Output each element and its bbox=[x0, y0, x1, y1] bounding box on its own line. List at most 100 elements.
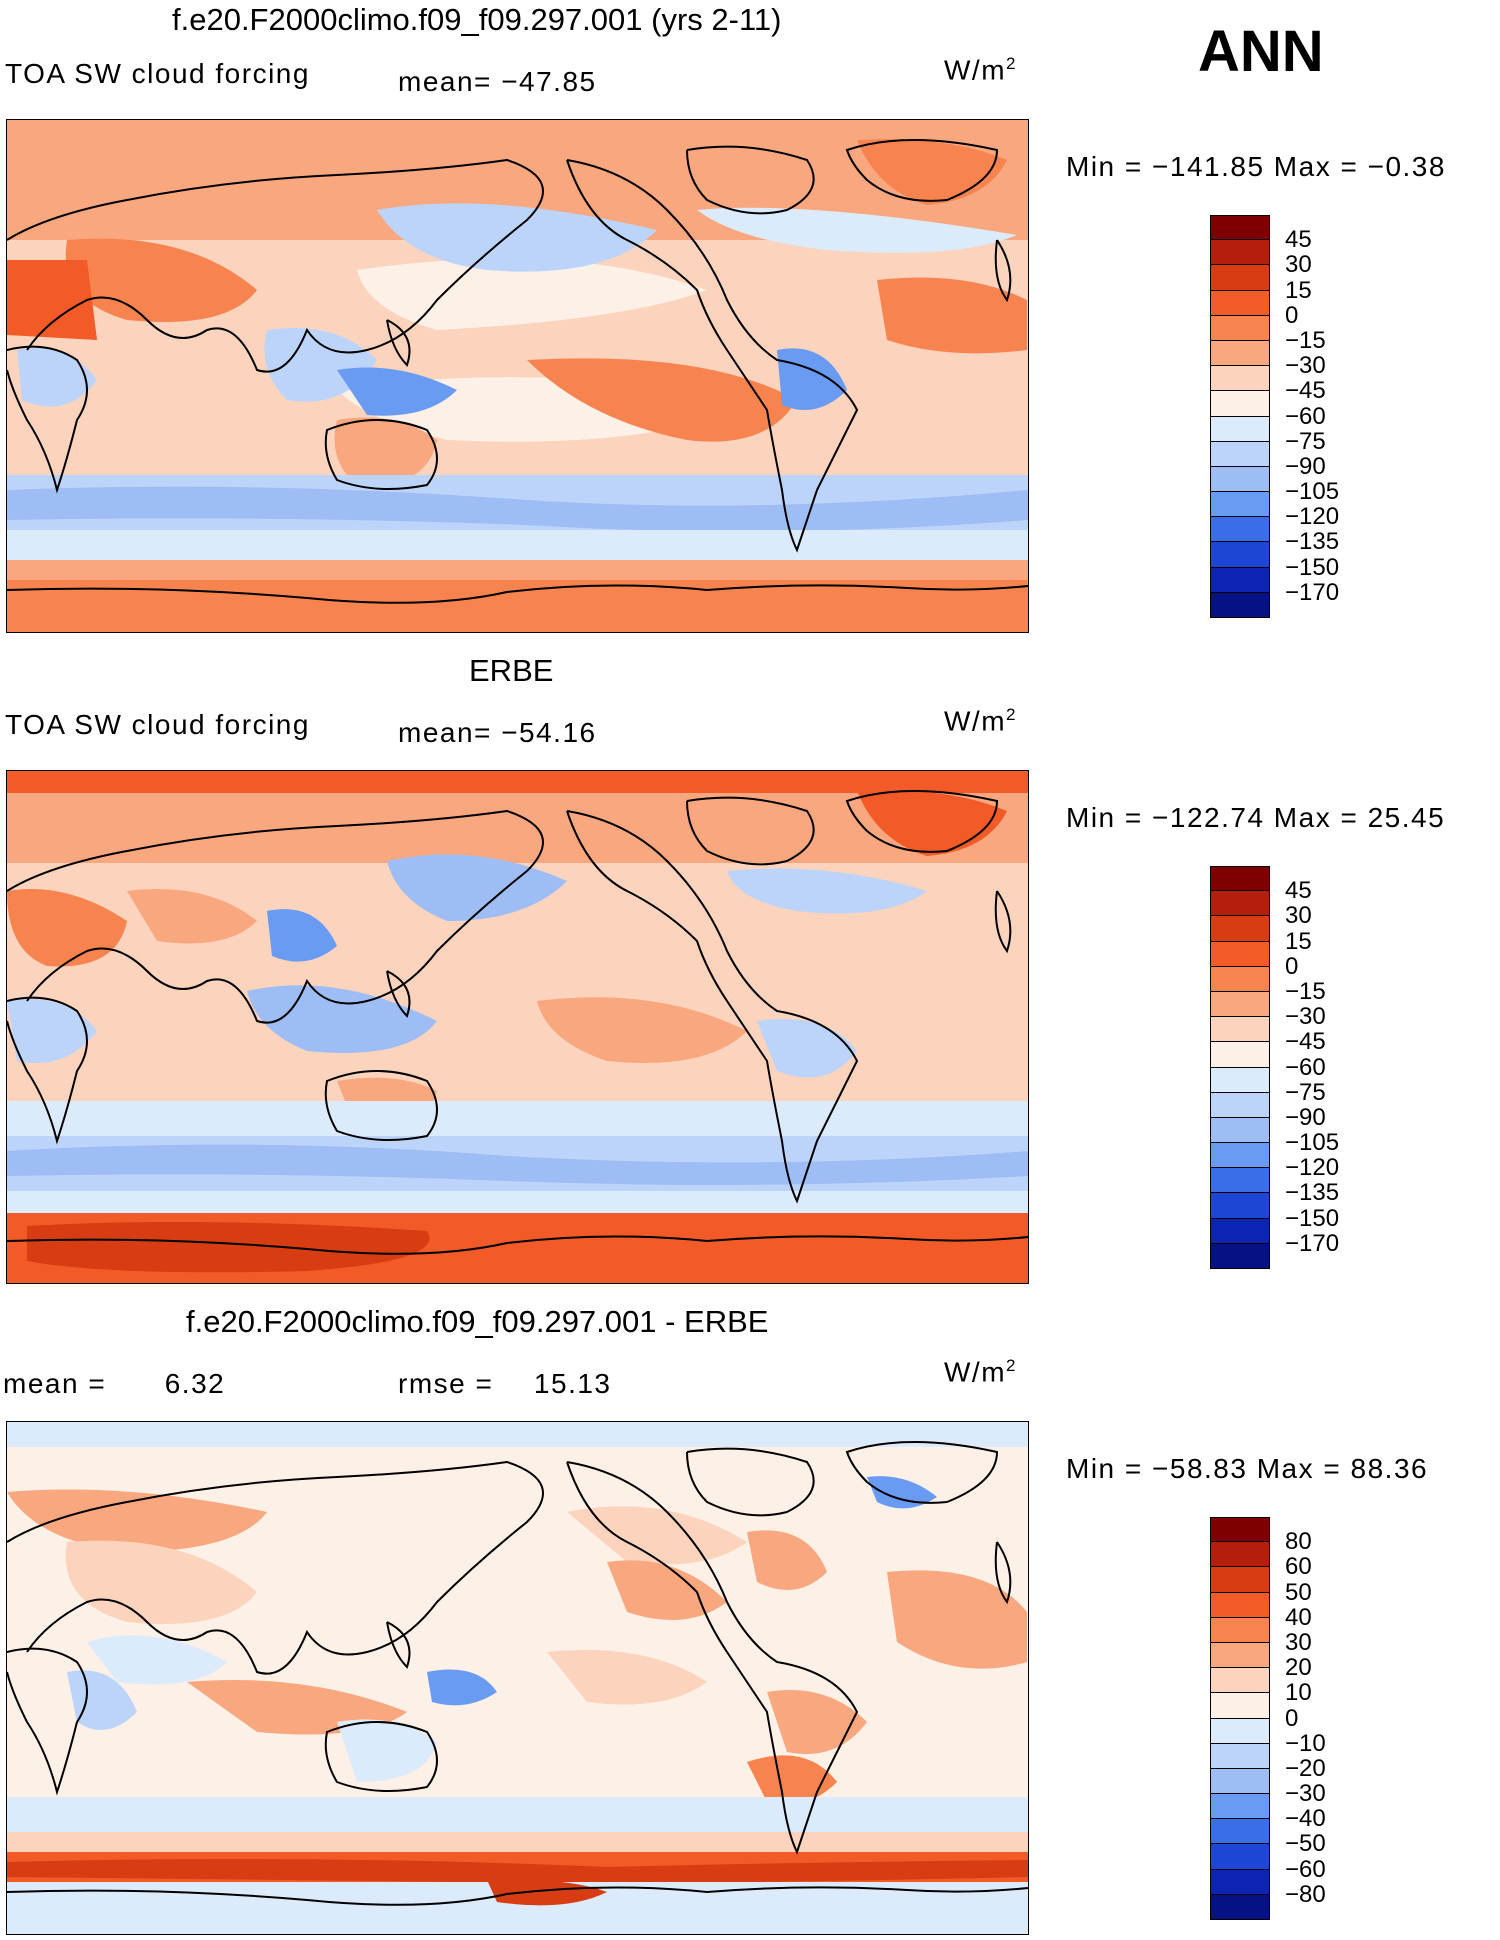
panel-1-units: W/m2 bbox=[944, 54, 1017, 86]
panel-1-map bbox=[6, 119, 1029, 633]
colorbar-swatch bbox=[1210, 1542, 1270, 1568]
colorbar-tick-label: 40 bbox=[1285, 1603, 1312, 1631]
colorbar-swatch bbox=[1210, 1768, 1270, 1795]
colorbar-tick-label: −30 bbox=[1285, 352, 1326, 380]
colorbar-swatch bbox=[1210, 567, 1270, 593]
colorbar-tick-label: 0 bbox=[1285, 301, 1299, 329]
colorbar-frame bbox=[1210, 866, 1270, 1269]
colorbar-swatch bbox=[1210, 1218, 1270, 1244]
colorbar-swatch bbox=[1210, 492, 1270, 518]
colorbar-tick-label: −90 bbox=[1285, 452, 1326, 480]
colorbar-swatch bbox=[1210, 1117, 1270, 1144]
colorbar-tick-label: −105 bbox=[1285, 1129, 1340, 1157]
colorbar-swatch bbox=[1210, 991, 1270, 1018]
colorbar-tick-label: −15 bbox=[1285, 977, 1326, 1005]
colorbar-swatch bbox=[1210, 1243, 1270, 1269]
colorbar-swatch bbox=[1210, 1143, 1270, 1169]
colorbar-tick-label: 10 bbox=[1285, 1679, 1312, 1707]
colorbar-swatch bbox=[1210, 866, 1270, 892]
colorbar-swatch bbox=[1210, 1693, 1270, 1719]
panel-1-units-base: W/m bbox=[944, 54, 1007, 86]
colorbar-frame bbox=[1210, 215, 1270, 618]
panel-1-mean: mean= −47.85 bbox=[398, 66, 597, 98]
colorbar-swatch bbox=[1210, 366, 1270, 392]
colorbar-swatch bbox=[1210, 1592, 1270, 1618]
colorbar-swatch bbox=[1210, 966, 1270, 992]
colorbar-tick-label: −105 bbox=[1285, 478, 1340, 506]
colorbar-tick-label: −10 bbox=[1285, 1729, 1326, 1757]
colorbar-tick-label: 20 bbox=[1285, 1654, 1312, 1682]
panel-3-rmse-label: rmse = bbox=[398, 1368, 494, 1399]
colorbar-swatch bbox=[1210, 391, 1270, 417]
colorbar-tick-label: −60 bbox=[1285, 402, 1326, 430]
colorbar-tick-label: −90 bbox=[1285, 1103, 1326, 1131]
colorbar-tick-label: −15 bbox=[1285, 326, 1326, 354]
colorbar-tick-label: −45 bbox=[1285, 1028, 1326, 1056]
colorbar-tick-label: −30 bbox=[1285, 1780, 1326, 1808]
colorbar-tick-label: 50 bbox=[1285, 1578, 1312, 1606]
colorbar-tick-label: −50 bbox=[1285, 1830, 1326, 1858]
colorbar-tick-label: 60 bbox=[1285, 1553, 1312, 1581]
colorbar-tick-label: 15 bbox=[1285, 276, 1312, 304]
colorbar-tick-label: −60 bbox=[1285, 1855, 1326, 1883]
colorbar-tick-label: −40 bbox=[1285, 1805, 1326, 1833]
colorbar-tick-label: −45 bbox=[1285, 377, 1326, 405]
panel-3-title: f.e20.F2000climo.f09_f09.297.001 - ERBE bbox=[186, 1304, 769, 1339]
panel-2-mean-value: −54.16 bbox=[501, 717, 597, 748]
panel-1-units-exp: 2 bbox=[1006, 54, 1017, 73]
colorbar-swatch bbox=[1210, 1869, 1270, 1895]
colorbar-swatch bbox=[1210, 265, 1270, 291]
colorbar-frame bbox=[1210, 1517, 1270, 1920]
colorbar-swatch bbox=[1210, 1819, 1270, 1845]
colorbar-tick-label: −120 bbox=[1285, 1154, 1340, 1182]
colorbar-swatch bbox=[1210, 1743, 1270, 1769]
colorbar-tick-label: −135 bbox=[1285, 1179, 1340, 1207]
colorbar-swatch bbox=[1210, 592, 1270, 618]
colorbar-swatch bbox=[1210, 1092, 1270, 1118]
colorbar-tick-label: −170 bbox=[1285, 578, 1340, 606]
panel-2-map bbox=[6, 770, 1029, 1284]
panel-1-map-canvas bbox=[7, 120, 1028, 632]
colorbar-swatch bbox=[1210, 941, 1270, 967]
panel-3-units-exp: 2 bbox=[1006, 1356, 1017, 1375]
colorbar-swatch bbox=[1210, 290, 1270, 316]
colorbar-tick-label: −75 bbox=[1285, 1078, 1326, 1106]
panel-1-minmax: Min = −141.85 Max = −0.38 bbox=[1066, 151, 1446, 182]
colorbar-tick-label: 30 bbox=[1285, 251, 1312, 279]
panel-1-mean-value: −47.85 bbox=[501, 66, 597, 97]
colorbar-swatch bbox=[1210, 1067, 1270, 1093]
colorbar-swatch bbox=[1210, 1168, 1270, 1194]
colorbar-swatch bbox=[1210, 1042, 1270, 1068]
panel-3-map bbox=[6, 1421, 1029, 1935]
colorbar-swatch bbox=[1210, 542, 1270, 568]
colorbar-swatch bbox=[1210, 240, 1270, 266]
panel-2-mean-label: mean= bbox=[398, 717, 492, 748]
colorbar-swatch bbox=[1210, 1794, 1270, 1820]
colorbar-swatch bbox=[1210, 1617, 1270, 1643]
colorbar-tick-label: −20 bbox=[1285, 1754, 1326, 1782]
colorbar-swatch bbox=[1210, 1517, 1270, 1543]
panel-3-minmax: Min = −58.83 Max = 88.36 bbox=[1066, 1453, 1429, 1484]
panel-2-map-canvas bbox=[7, 771, 1028, 1283]
panel-3-units: W/m2 bbox=[944, 1356, 1017, 1388]
season-label: ANN bbox=[1198, 19, 1324, 84]
colorbar-swatch bbox=[1210, 441, 1270, 467]
colorbar-swatch bbox=[1210, 416, 1270, 442]
colorbar-tick-label: −150 bbox=[1285, 553, 1340, 581]
panel-1-title: f.e20.F2000climo.f09_f09.297.001 (yrs 2-… bbox=[172, 2, 782, 37]
panel-3-units-base: W/m bbox=[944, 1356, 1007, 1388]
colorbar-tick-label: −150 bbox=[1285, 1204, 1340, 1232]
panel-1-colorbar bbox=[1210, 215, 1270, 618]
colorbar-tick-label: −80 bbox=[1285, 1880, 1326, 1908]
colorbar-swatch bbox=[1210, 466, 1270, 493]
colorbar-tick-label: −170 bbox=[1285, 1229, 1340, 1257]
colorbar-swatch bbox=[1210, 1567, 1270, 1593]
colorbar-tick-label: 30 bbox=[1285, 1628, 1312, 1656]
panel-2-colorbar bbox=[1210, 866, 1270, 1269]
colorbar-swatch bbox=[1210, 1668, 1270, 1694]
colorbar-tick-label: 45 bbox=[1285, 226, 1312, 254]
panel-3-mean-label: mean = bbox=[3, 1368, 107, 1399]
colorbar-swatch bbox=[1210, 1017, 1270, 1043]
colorbar-swatch bbox=[1210, 215, 1270, 241]
colorbar-swatch bbox=[1210, 1844, 1270, 1870]
